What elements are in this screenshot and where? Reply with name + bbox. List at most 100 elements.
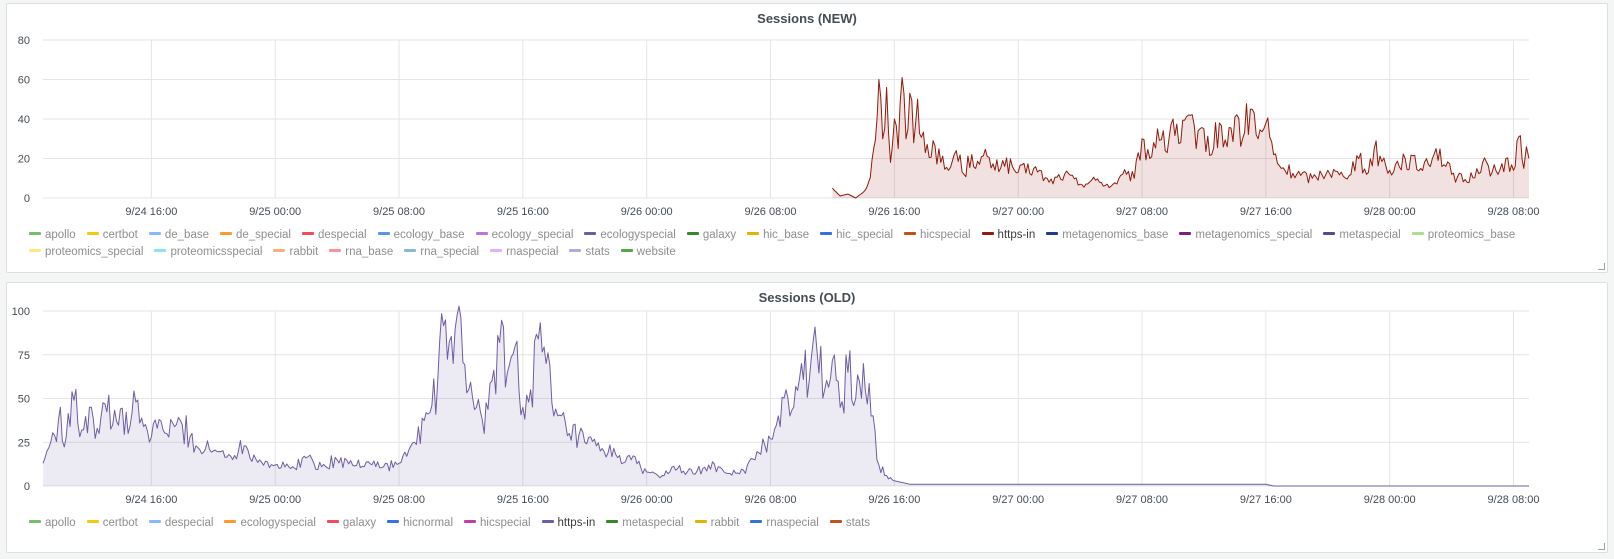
chart-sessions-old[interactable]: 0 25 50 75 100 9/24 16:00 9/25 00:00 9/25 08:00… — [7, 283, 1609, 515]
legend-item-hicspecial[interactable]: hicspecial — [464, 515, 531, 532]
x-tick-label: 9/25 16:00 — [497, 494, 549, 506]
resize-handle-icon[interactable] — [1598, 263, 1605, 270]
resize-handle-icon[interactable] — [1598, 543, 1605, 550]
legend-item-ecology_base[interactable]: ecology_base — [377, 227, 465, 244]
y-tick-label: 20 — [18, 154, 30, 166]
legend-item-hic_base[interactable]: hic_base — [747, 227, 809, 244]
legend-label: proteomicsspecial — [170, 246, 263, 258]
legend-item-rabbit[interactable]: rabbit — [273, 244, 318, 261]
legend-swatch — [224, 520, 237, 524]
legend-swatch — [904, 232, 917, 236]
legend-label: apollo — [45, 517, 76, 529]
legend-label: hic_special — [836, 229, 894, 241]
legend-item-rnaspecial[interactable]: rnaspecial — [490, 244, 558, 261]
legend-item-ecologyspecial[interactable]: ecologyspecial — [584, 227, 676, 244]
legend-swatch — [686, 232, 699, 236]
legend-label: metagenomics_base — [1062, 229, 1169, 241]
legend-item-de_base[interactable]: de_base — [148, 227, 209, 244]
panel-title[interactable]: Sessions (NEW) — [757, 11, 857, 26]
legend-label: rna_special — [420, 246, 480, 258]
legend-swatch — [329, 249, 342, 253]
legend-item-rna_base[interactable]: rna_base — [329, 244, 393, 261]
legend-label: hicnormal — [403, 517, 454, 529]
legend-swatch — [326, 520, 339, 524]
legend-item-metaspecial[interactable]: metaspecial — [606, 515, 684, 532]
legend-item-metagenomics_base[interactable]: metagenomics_base — [1046, 227, 1168, 244]
x-tick-label: 9/27 00:00 — [992, 206, 1044, 218]
legend-label: proteomics_special — [45, 246, 144, 258]
x-tick-label: 9/26 00:00 — [621, 494, 673, 506]
series-line-https-in[interactable] — [42, 305, 1529, 487]
x-tick-label: 9/27 00:00 — [992, 494, 1044, 506]
y-tick-label: 25 — [18, 437, 30, 449]
panel-title[interactable]: Sessions (OLD) — [758, 290, 856, 305]
legend-swatch — [1323, 232, 1336, 236]
legend-item-despecial[interactable]: despecial — [148, 515, 213, 532]
legend-label: ecologyspecial — [240, 517, 316, 529]
legend-label: de_special — [236, 229, 291, 241]
legend-item-metaspecial[interactable]: metaspecial — [1323, 227, 1401, 244]
legend-item-apollo[interactable]: apollo — [29, 515, 76, 532]
x-tick-label: 9/28 08:00 — [1488, 206, 1540, 218]
legend-label: proteomics_base — [1427, 229, 1516, 241]
legend-swatch — [404, 249, 417, 253]
x-tick-label: 9/27 08:00 — [1116, 206, 1168, 218]
legend-swatch — [148, 520, 161, 524]
legend-swatch — [606, 520, 619, 524]
legend-item-rabbit[interactable]: rabbit — [694, 515, 739, 532]
legend-item-website[interactable]: website — [620, 244, 676, 261]
legend-swatch — [584, 232, 597, 236]
y-tick-label: 0 — [24, 193, 30, 205]
x-tick-label: 9/27 16:00 — [1240, 206, 1292, 218]
legend-item-galaxy[interactable]: galaxy — [326, 515, 376, 532]
legend-swatch — [820, 232, 833, 236]
legend-item-ecologyspecial[interactable]: ecologyspecial — [224, 515, 316, 532]
legend-item-apollo[interactable]: apollo — [29, 227, 76, 244]
panel-sessions-new: Sessions (NEW) 0 20 40 60 80 9/24 16:00 9/25 0… — [6, 3, 1608, 273]
x-tick-label: 9/26 08:00 — [745, 494, 797, 506]
x-tick-label: 9/26 08:00 — [745, 206, 797, 218]
legend-item-proteomics_special[interactable]: proteomics_special — [29, 244, 143, 261]
y-tick-label: 60 — [18, 75, 30, 87]
legend-item-metagenomics_special[interactable]: metagenomics_special — [1179, 227, 1312, 244]
legend-item-proteomics_base[interactable]: proteomics_base — [1411, 227, 1516, 244]
legend-item-ecology_special[interactable]: ecology_special — [475, 227, 573, 244]
legend-item-galaxy[interactable]: galaxy — [686, 227, 736, 244]
legend-item-certbot[interactable]: certbot — [86, 515, 138, 532]
legend-item-hicspecial[interactable]: hicspecial — [904, 227, 971, 244]
x-tick-label: 9/25 16:00 — [497, 206, 549, 218]
legend-item-hicnormal[interactable]: hicnormal — [387, 515, 453, 532]
legend-swatch — [750, 520, 763, 524]
legend-swatch — [464, 520, 477, 524]
legend-item-stats[interactable]: stats — [569, 244, 610, 261]
legend-item-proteomicsspecial[interactable]: proteomicsspecial — [154, 244, 262, 261]
legend-label: rna_base — [345, 246, 394, 258]
legend-item-https-in[interactable]: https-in — [981, 227, 1035, 244]
legend-swatch — [29, 232, 41, 236]
chart-sessions-new[interactable]: 0 20 40 60 80 9/24 16:00 9/25 00:00 9/25 08:00 9… — [7, 4, 1609, 226]
y-tick-label: 0 — [24, 481, 30, 493]
legend-item-rnaspecial[interactable]: rnaspecial — [750, 515, 819, 532]
legend-label: metagenomics_special — [1195, 229, 1313, 241]
legend-label: website — [636, 246, 676, 258]
legend-item-stats[interactable]: stats — [829, 515, 870, 532]
series-line-https-in[interactable] — [832, 77, 1530, 199]
legend-swatch — [981, 232, 994, 236]
legend-swatch — [541, 520, 554, 524]
legend-label: certbot — [102, 517, 138, 529]
legend-swatch — [154, 249, 167, 253]
legend-label: despecial — [317, 229, 367, 241]
legend-item-despecial[interactable]: despecial — [301, 227, 367, 244]
legend-label: hicspecial — [480, 517, 531, 529]
legend-swatch — [1179, 232, 1192, 236]
legend-item-rna_special[interactable]: rna_special — [404, 244, 479, 261]
legend-label: certbot — [102, 229, 138, 241]
legend-item-hic_special[interactable]: hic_special — [820, 227, 893, 244]
legend-item-https-in[interactable]: https-in — [541, 515, 595, 532]
legend-item-certbot[interactable]: certbot — [86, 227, 138, 244]
legend-swatch — [747, 232, 760, 236]
legend-item-de_special[interactable]: de_special — [220, 227, 291, 244]
legend-swatch — [569, 249, 582, 253]
y-tick-label: 80 — [18, 35, 30, 47]
legend-label: ecology_base — [393, 229, 465, 241]
